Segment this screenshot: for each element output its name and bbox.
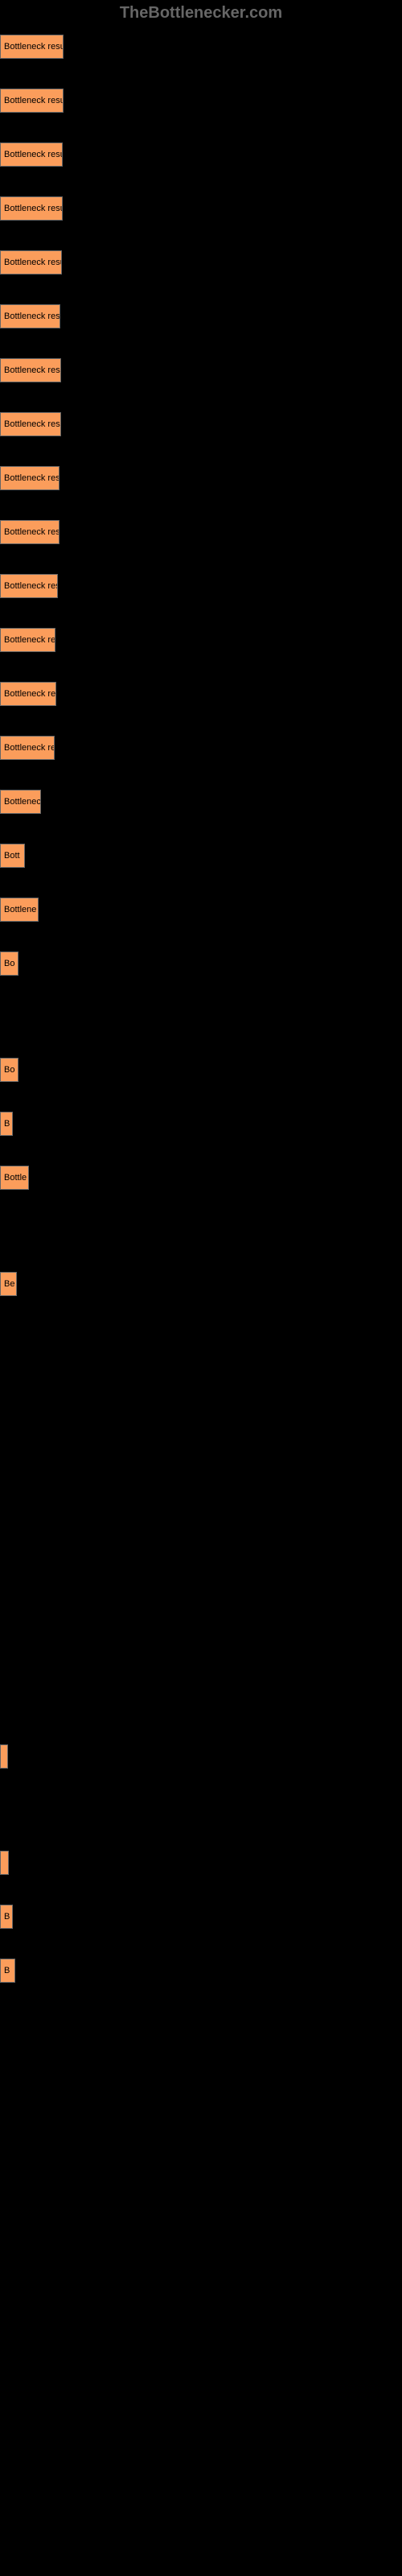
bar-row <box>0 1692 402 1715</box>
bar-row <box>0 1005 402 1028</box>
bar-row <box>0 1430 402 1453</box>
bar: Bottleneck re <box>0 736 55 760</box>
bar <box>0 1851 9 1875</box>
bar: Bottleneck result <box>0 35 64 59</box>
bar: Bottleneck resu <box>0 304 60 328</box>
bar: Bottleneck res <box>0 682 56 706</box>
bar: Bottleneck result <box>0 358 61 382</box>
bar: Bottle <box>0 1166 29 1190</box>
bar-row <box>0 1851 402 1875</box>
bar: Bottleneck result <box>0 250 62 275</box>
bar-row: Bottlenec <box>0 790 402 814</box>
bar-row: Bottleneck result <box>0 358 402 382</box>
bar-row: Bottleneck result <box>0 142 402 167</box>
bar-row <box>0 1220 402 1242</box>
bar-row: Bottleneck resu <box>0 304 402 328</box>
bar-row: Be <box>0 1272 402 1296</box>
bar: Bottleneck res <box>0 628 55 652</box>
bar-row: Bo <box>0 1058 402 1082</box>
bar-row <box>0 1587 402 1610</box>
bar-row: Bottleneck result <box>0 412 402 436</box>
bar-row: B <box>0 1959 402 1983</box>
bar-row: Bottleneck result <box>0 196 402 221</box>
bar: Bottleneck resu <box>0 574 58 598</box>
bar: Bottleneck resu <box>0 520 59 544</box>
bar: B <box>0 1959 15 1983</box>
bar-row <box>0 1640 402 1662</box>
bar: Bo <box>0 952 18 976</box>
bar: B <box>0 1112 13 1136</box>
bar <box>0 1744 8 1769</box>
bar-row: Bottle <box>0 1166 402 1190</box>
bar-row: Bo <box>0 952 402 976</box>
bar-row: B <box>0 1905 402 1929</box>
watermark: TheBottlenecker.com <box>0 0 402 27</box>
bar-row: Bottlene <box>0 898 402 922</box>
bar-row <box>0 1535 402 1558</box>
bar: Bottleneck result <box>0 89 64 113</box>
bar: Bottlene <box>0 898 39 922</box>
bar: Bottleneck result <box>0 196 63 221</box>
bar-row: Bottleneck resu <box>0 466 402 490</box>
bar-row: Bottleneck re <box>0 736 402 760</box>
bar: Bott <box>0 844 25 868</box>
bar-row: Bott <box>0 844 402 868</box>
bar: Be <box>0 1272 17 1296</box>
bar-row: Bottleneck resu <box>0 574 402 598</box>
bar-row <box>0 1378 402 1401</box>
bar-row: Bottleneck resu <box>0 520 402 544</box>
bar: Bottlenec <box>0 790 41 814</box>
bar-row: Bottleneck result <box>0 35 402 59</box>
bar: Bottleneck resu <box>0 466 59 490</box>
bar-row <box>0 1744 402 1769</box>
bar: Bottleneck result <box>0 412 61 436</box>
bar: B <box>0 1905 13 1929</box>
bar-row <box>0 1483 402 1505</box>
bar-row: Bottleneck result <box>0 250 402 275</box>
bar-row: Bottleneck result <box>0 89 402 113</box>
bar-row <box>0 1326 402 1348</box>
bar-row: Bottleneck res <box>0 628 402 652</box>
bar-row: Bottleneck res <box>0 682 402 706</box>
bar: Bottleneck result <box>0 142 63 167</box>
bar-chart: Bottleneck result Bottleneck result Bottle… <box>0 27 402 2021</box>
bar: Bo <box>0 1058 18 1082</box>
bar-row <box>0 1798 402 1821</box>
bar-row: B <box>0 1112 402 1136</box>
